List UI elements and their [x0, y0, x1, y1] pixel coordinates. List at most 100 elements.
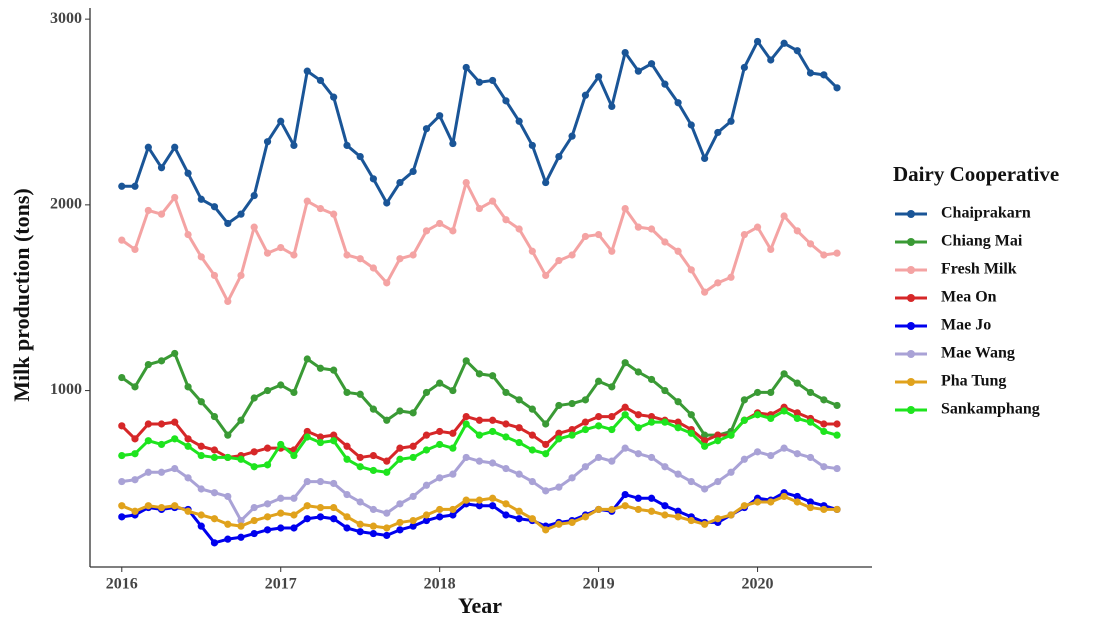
data-point	[515, 424, 523, 432]
data-point	[714, 437, 722, 445]
y-tick-label: 2000	[50, 196, 82, 213]
x-axis-title: Year	[458, 593, 502, 618]
data-point	[475, 502, 484, 510]
data-point	[568, 474, 576, 482]
data-point	[396, 178, 404, 187]
data-point	[806, 388, 815, 397]
data-point	[396, 455, 404, 463]
data-point	[131, 435, 139, 443]
data-point	[422, 516, 431, 525]
data-point	[449, 429, 457, 437]
legend-label: Mae Wang	[941, 345, 1015, 362]
data-point	[634, 223, 642, 231]
data-point	[422, 446, 431, 454]
data-point	[581, 513, 590, 521]
data-point	[727, 468, 735, 476]
data-point	[833, 505, 841, 514]
data-point	[515, 117, 523, 125]
data-point	[263, 138, 272, 146]
data-point	[277, 381, 285, 389]
data-point	[740, 455, 748, 463]
data-point	[753, 223, 762, 231]
data-point	[806, 453, 815, 462]
data-point	[197, 195, 205, 203]
data-point	[171, 464, 179, 473]
data-point	[820, 396, 828, 404]
legend-label: Mae Jo	[941, 317, 991, 334]
data-point	[356, 520, 364, 528]
x-tick-label: 2018	[424, 576, 456, 593]
data-point	[806, 240, 815, 248]
data-point	[383, 416, 391, 424]
data-point	[197, 485, 205, 493]
data-point	[555, 520, 563, 528]
legend-key-marker	[907, 238, 915, 246]
data-point	[515, 225, 523, 233]
data-point	[820, 71, 828, 79]
data-point	[793, 498, 801, 506]
data-point	[171, 502, 179, 510]
legend-label: Chiang Mai	[941, 233, 1023, 250]
data-point	[210, 539, 219, 547]
data-point	[555, 429, 563, 437]
data-point	[118, 182, 126, 190]
data-point	[701, 431, 709, 439]
data-point	[250, 463, 258, 471]
data-point	[343, 513, 351, 521]
data-point	[489, 502, 497, 510]
data-point	[290, 451, 298, 460]
data-point	[316, 438, 325, 447]
data-point	[184, 507, 192, 515]
data-point	[780, 370, 788, 378]
data-point	[409, 492, 417, 501]
data-point	[330, 437, 338, 445]
data-point	[436, 513, 444, 521]
data-point	[542, 271, 550, 280]
data-point	[237, 522, 245, 530]
data-point	[144, 437, 152, 445]
data-point	[263, 526, 272, 534]
data-point	[502, 464, 510, 473]
data-point	[184, 230, 192, 239]
data-point	[449, 386, 457, 395]
x-tick-label: 2017	[265, 576, 297, 593]
data-point	[634, 67, 642, 75]
data-point	[687, 266, 695, 274]
data-point	[780, 407, 788, 415]
data-point	[555, 435, 563, 443]
data-point	[581, 232, 590, 241]
data-point	[780, 492, 788, 501]
data-point	[714, 279, 722, 287]
data-point	[197, 442, 205, 450]
data-point	[184, 474, 192, 482]
data-point	[489, 494, 497, 502]
data-point	[621, 359, 629, 367]
data-point	[131, 245, 139, 254]
legend-key-marker	[907, 210, 915, 218]
data-point	[568, 425, 576, 434]
legend-label: Pha Tung	[941, 373, 1006, 390]
data-point	[542, 420, 550, 428]
data-point	[595, 422, 603, 430]
data-point	[250, 448, 258, 456]
data-point	[701, 442, 709, 450]
data-point	[277, 243, 285, 252]
data-point	[237, 533, 245, 541]
data-point	[383, 509, 391, 517]
data-point	[144, 420, 152, 428]
data-point	[144, 502, 152, 510]
data-point	[555, 152, 563, 161]
data-point	[157, 164, 166, 172]
data-point	[674, 513, 682, 521]
data-point	[634, 424, 642, 432]
data-point	[409, 522, 417, 530]
data-point	[806, 498, 815, 506]
data-point	[118, 373, 126, 382]
data-point	[489, 197, 497, 205]
data-point	[581, 463, 590, 471]
data-point	[634, 411, 642, 419]
data-point	[647, 225, 656, 233]
data-point	[475, 78, 484, 86]
data-point	[542, 487, 550, 495]
data-point	[528, 446, 536, 454]
